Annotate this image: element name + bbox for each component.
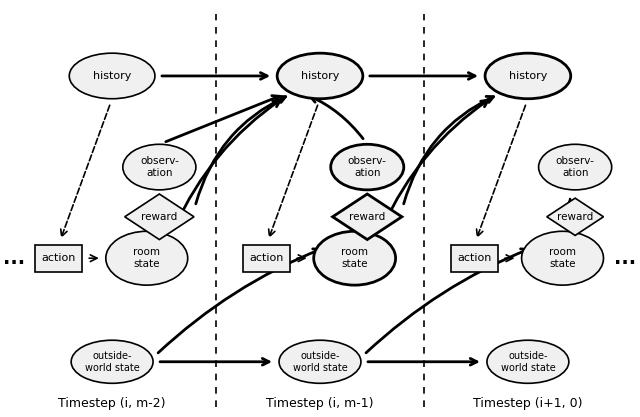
Text: outside-
world state: outside- world state <box>292 351 348 372</box>
Text: ...: ... <box>614 249 637 268</box>
Polygon shape <box>547 198 604 236</box>
FancyBboxPatch shape <box>451 245 498 271</box>
Text: observ-
ation: observ- ation <box>348 156 387 178</box>
Ellipse shape <box>487 340 569 383</box>
Text: history: history <box>509 71 547 81</box>
Text: room
state: room state <box>341 247 368 269</box>
FancyBboxPatch shape <box>243 245 290 271</box>
Ellipse shape <box>71 340 153 383</box>
Text: outside-
world state: outside- world state <box>500 351 556 372</box>
Ellipse shape <box>539 144 612 190</box>
Ellipse shape <box>279 340 361 383</box>
Text: observ-
ation: observ- ation <box>140 156 179 178</box>
Ellipse shape <box>314 231 396 285</box>
Text: action: action <box>249 253 284 263</box>
Ellipse shape <box>106 231 188 285</box>
Text: Timestep (i, m-2): Timestep (i, m-2) <box>58 397 166 409</box>
Text: reward: reward <box>349 212 385 222</box>
Ellipse shape <box>277 53 363 99</box>
Text: reward: reward <box>141 212 177 222</box>
Text: room
state: room state <box>133 247 160 269</box>
Ellipse shape <box>123 144 196 190</box>
FancyBboxPatch shape <box>35 245 82 271</box>
Text: ...: ... <box>3 249 26 268</box>
Ellipse shape <box>522 231 604 285</box>
Text: history: history <box>301 71 339 81</box>
Text: reward: reward <box>557 212 593 222</box>
Text: observ-
ation: observ- ation <box>556 156 595 178</box>
Ellipse shape <box>69 53 155 99</box>
Text: Timestep (i, m-1): Timestep (i, m-1) <box>266 397 374 409</box>
Polygon shape <box>125 194 194 240</box>
Ellipse shape <box>331 144 404 190</box>
Ellipse shape <box>485 53 571 99</box>
Text: outside-
world state: outside- world state <box>84 351 140 372</box>
Polygon shape <box>333 194 402 240</box>
Text: action: action <box>42 253 76 263</box>
Text: action: action <box>457 253 492 263</box>
Text: Timestep (i+1, 0): Timestep (i+1, 0) <box>473 397 582 409</box>
Text: room
state: room state <box>549 247 576 269</box>
Text: history: history <box>93 71 131 81</box>
